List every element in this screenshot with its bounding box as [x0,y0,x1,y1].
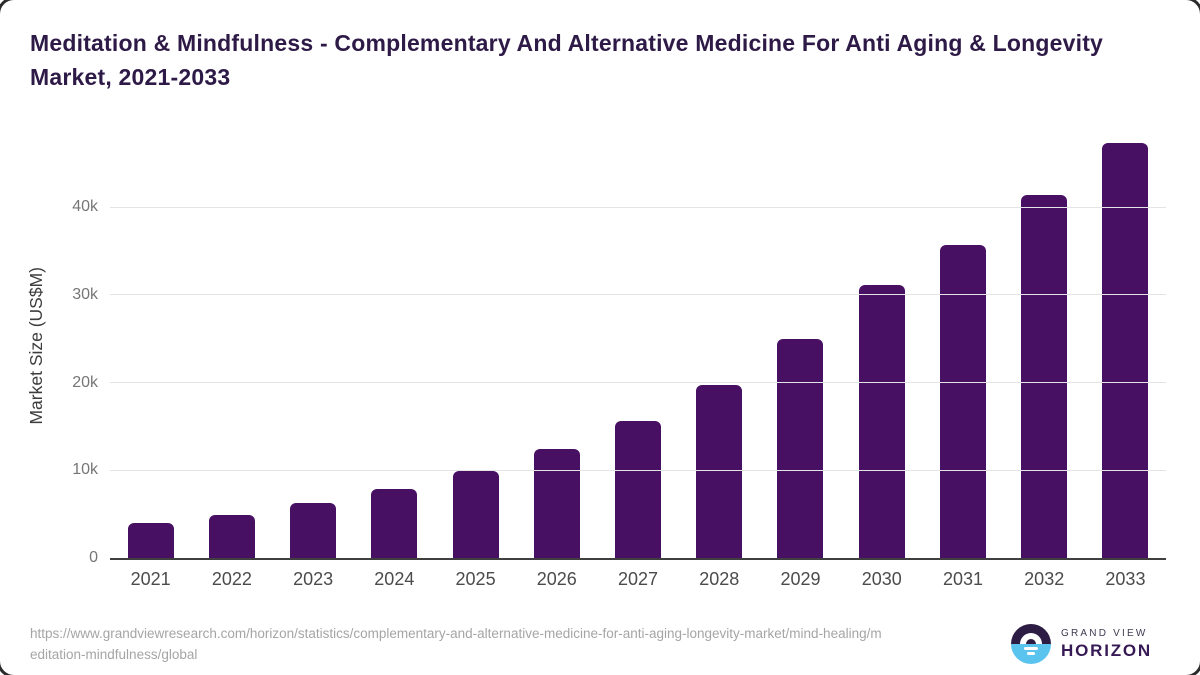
bar-2027 [615,421,662,558]
x-label-2027: 2027 [618,569,659,589]
x-label-2023: 2023 [293,569,334,589]
y-tick-30k: 30k [72,285,98,303]
bar-2033 [1102,142,1149,558]
bar-slot-2026 [516,449,597,558]
bar-slot-2032 [1004,194,1085,558]
logo-text-horizon: HORIZON [1061,640,1152,660]
bar-2032 [1021,194,1068,558]
x-axis-labels: 2021 2022 2023 2024 2025 2026 2027 2028 2029 2030… [110,560,1166,590]
x-label-2026: 2026 [536,569,577,589]
bar-2025 [452,470,499,558]
x-label-2030: 2030 [861,569,902,589]
bar-2031 [939,244,986,558]
bar-2028 [696,384,743,558]
gridline-30k [110,294,1166,296]
y-tick-10k: 10k [72,461,98,479]
bar-slot-2024 [354,488,435,558]
x-label-2022: 2022 [211,569,252,589]
bar-2024 [371,488,418,558]
chart-title: Meditation & Mindfulness - Complementary… [30,30,1104,90]
footer: https://www.grandviewresearch.com/horizo… [30,623,1152,665]
logo-text-grand-view: GRAND VIEW [1061,627,1148,639]
plot-area: 0 10k 20k 30k 40k [72,134,1166,566]
gridline-10k [110,469,1166,471]
source-url: https://www.grandviewresearch.com/horizo… [30,626,882,662]
x-label-2025: 2025 [455,569,496,589]
bar-2030 [858,285,905,558]
bar-slot-2025 [435,470,516,558]
bar-slot-2023 [272,502,353,558]
y-tick-40k: 40k [72,198,98,216]
logo-text: GRAND VIEW HORIZON [1061,628,1152,661]
y-tick-0: 0 [89,549,98,566]
bar-2021 [127,522,174,558]
bar-slot-2030 [841,285,922,558]
gridline-40k [110,206,1166,208]
bar-slot-2027 [597,421,678,558]
x-label-2032: 2032 [1024,569,1065,589]
bar-2023 [290,502,337,558]
bar-slot-2022 [191,514,272,558]
horizon-sunrise-icon [1011,624,1052,664]
bar-slot-2028 [679,384,760,558]
y-tick-20k: 20k [72,373,98,391]
grand-view-horizon-logo: GRAND VIEW HORIZON [1011,624,1152,664]
gridline-20k [110,382,1166,384]
bar-2022 [208,514,255,558]
bar-slot-2029 [760,339,841,558]
bar-slot-2031 [922,244,1003,558]
x-label-2029: 2029 [780,569,821,589]
x-label-2028: 2028 [699,569,740,589]
bar-2029 [777,339,824,558]
bars-container [110,134,1166,558]
x-label-2024: 2024 [374,569,415,589]
bar-slot-2021 [110,522,191,558]
x-label-2033: 2033 [1105,569,1146,589]
x-label-2021: 2021 [130,569,171,589]
bar-slot-2033 [1085,142,1166,558]
x-label-2031: 2031 [942,569,983,589]
bar-2026 [533,449,580,558]
